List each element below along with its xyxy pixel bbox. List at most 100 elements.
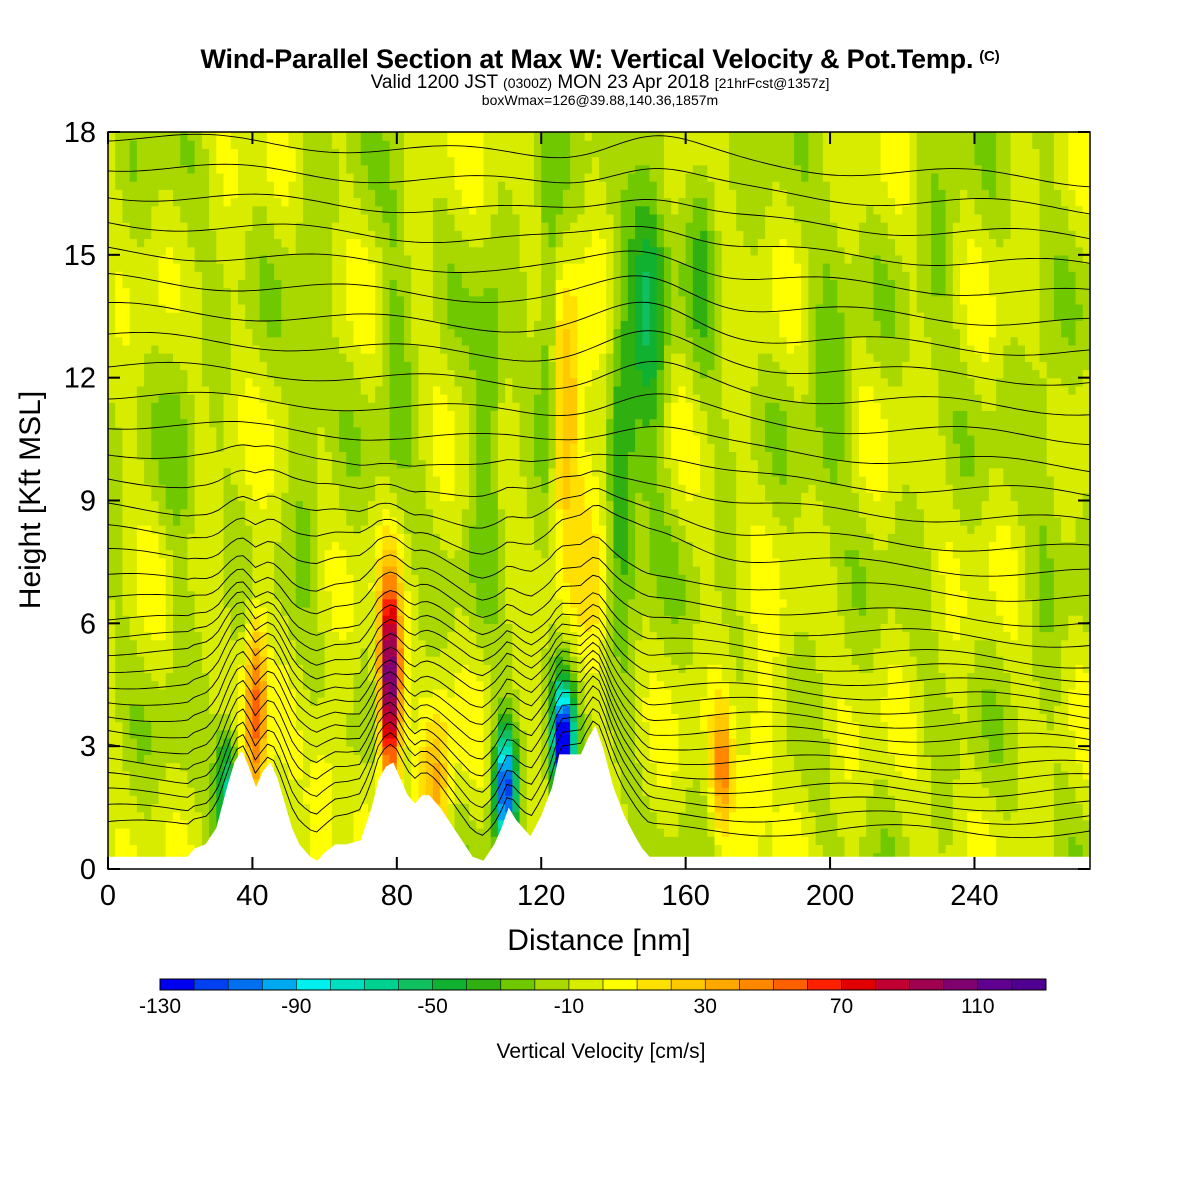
velocity-cell [122, 140, 131, 149]
velocity-cell [454, 222, 463, 231]
velocity-cell [151, 647, 160, 657]
velocity-cell [237, 672, 246, 682]
velocity-cell [172, 508, 181, 518]
velocity-cell [223, 525, 232, 534]
velocity-cell [324, 590, 333, 600]
velocity-cell [497, 664, 506, 674]
velocity-cell [209, 615, 217, 624]
velocity-cell [158, 189, 167, 199]
velocity-cell [266, 721, 275, 731]
velocity-cell [158, 426, 167, 436]
velocity-cell [274, 271, 282, 280]
velocity-cell [158, 647, 167, 657]
velocity-cell [331, 803, 340, 813]
velocity-cell [194, 770, 203, 780]
velocity-cell [144, 549, 152, 559]
velocity-cell [339, 295, 347, 305]
velocity-cell [281, 238, 290, 248]
velocity-cell [353, 525, 362, 534]
velocity-cell [411, 303, 420, 313]
velocity-cell [425, 385, 434, 395]
velocity-cell [497, 402, 506, 412]
velocity-cell [461, 172, 470, 182]
velocity-cell [295, 492, 304, 502]
velocity-cell [331, 443, 340, 452]
velocity-cell [295, 713, 304, 723]
velocity-cell [172, 246, 181, 256]
velocity-cell [375, 746, 383, 755]
velocity-cell [476, 344, 485, 354]
velocity-cell [447, 566, 456, 575]
velocity-cell [461, 819, 470, 829]
velocity-cell [324, 213, 333, 223]
velocity-cell [259, 189, 268, 199]
velocity-cell [490, 803, 499, 813]
velocity-cell [295, 762, 304, 772]
velocity-cell [129, 697, 138, 706]
velocity-cell [108, 164, 116, 174]
velocity-cell [245, 385, 254, 395]
velocity-cell [108, 770, 116, 780]
velocity-cell [382, 705, 391, 715]
velocity-cell [360, 312, 369, 321]
velocity-cell [382, 443, 391, 452]
velocity-cell [209, 754, 217, 764]
velocity-cell [281, 156, 290, 166]
velocity-cell [497, 492, 506, 502]
velocity-cell [454, 746, 463, 755]
velocity-cell [447, 484, 456, 493]
velocity-cell [367, 172, 376, 182]
velocity-cell [194, 729, 203, 739]
velocity-cell [440, 467, 448, 477]
velocity-cell [245, 541, 254, 551]
velocity-cell [165, 197, 174, 207]
velocity-cell [245, 140, 254, 149]
velocity-cell [252, 680, 261, 690]
velocity-cell [396, 222, 405, 231]
velocity-cell [469, 287, 477, 297]
velocity-cell [367, 787, 376, 796]
velocity-cell [360, 582, 369, 592]
velocity-cell [108, 590, 116, 600]
velocity-cell [360, 328, 369, 338]
velocity-cell [187, 500, 196, 510]
velocity-cell [129, 582, 138, 592]
velocity-cell [266, 500, 275, 510]
velocity-cell [187, 598, 196, 608]
velocity-cell [483, 713, 492, 723]
velocity-cell [447, 263, 456, 272]
velocity-cell [216, 271, 225, 280]
velocity-cell [108, 828, 116, 837]
velocity-cell [454, 566, 463, 575]
velocity-cell [223, 713, 232, 723]
velocity-cell [165, 164, 174, 174]
velocity-cell [469, 426, 477, 436]
velocity-cell [194, 263, 203, 272]
velocity-cell [194, 336, 203, 346]
velocity-cell [266, 459, 275, 469]
velocity-cell [469, 836, 477, 846]
velocity-cell [281, 484, 290, 493]
velocity-cell [230, 508, 239, 518]
velocity-cell [353, 295, 362, 305]
velocity-cell [476, 295, 485, 305]
velocity-cell [497, 533, 506, 543]
velocity-cell [418, 197, 427, 207]
velocity-cell [180, 492, 189, 502]
velocity-cell [454, 639, 463, 649]
velocity-cell [165, 328, 174, 338]
velocity-cell [317, 697, 326, 706]
velocity-cell [353, 336, 362, 346]
velocity-cell [432, 451, 441, 461]
velocity-cell [418, 500, 427, 510]
velocity-cell [266, 312, 275, 321]
velocity-cell [404, 230, 412, 240]
velocity-cell [144, 344, 152, 354]
velocity-cell [490, 418, 499, 428]
velocity-cell [447, 287, 456, 297]
velocity-cell [483, 549, 492, 559]
velocity-cell [201, 295, 210, 305]
velocity-cell [165, 246, 174, 256]
velocity-cell [324, 680, 333, 690]
velocity-cell [158, 140, 167, 149]
